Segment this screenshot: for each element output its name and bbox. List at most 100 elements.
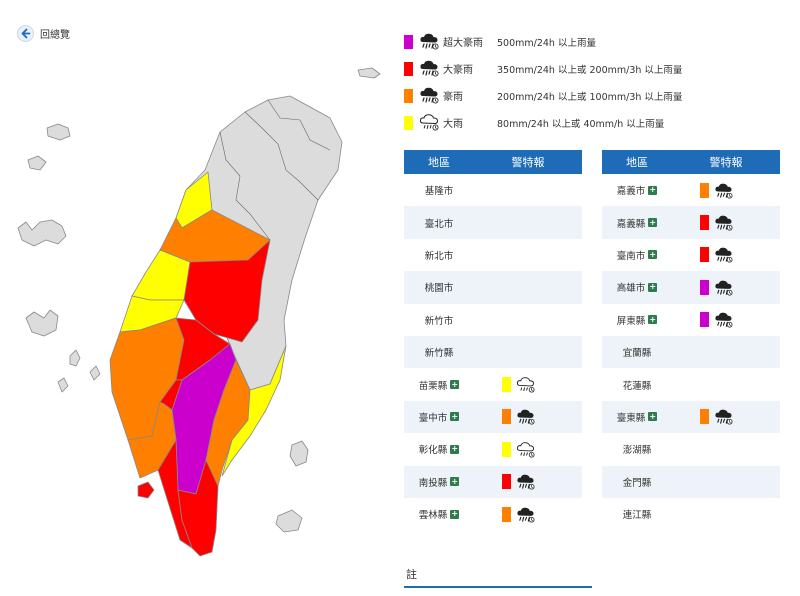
area-cell: 苗栗縣 + <box>404 378 474 392</box>
legend-description: 80mm/24h 以上或 40mm/h 以上雨量 <box>497 118 665 130</box>
map-region-nantou <box>183 239 271 343</box>
area-name: 苗栗縣 <box>418 380 448 392</box>
warning-swatch-extreme_torrential <box>700 312 709 328</box>
expand-plus-icon[interactable]: + <box>648 185 658 195</box>
table-row: 苗栗縣 + <box>404 368 582 400</box>
expand-plus-icon[interactable]: + <box>450 509 460 519</box>
map-region-kaohsiung-coast <box>127 401 177 479</box>
expand-plus-icon[interactable]: + <box>450 444 460 454</box>
area-name: 新竹縣 <box>424 348 454 360</box>
area-name: 屏東縣 <box>616 315 646 327</box>
table-row: 新竹縣 <box>404 335 582 369</box>
expand-plus-icon[interactable]: + <box>450 379 460 390</box>
legend-swatch <box>404 61 413 76</box>
area-name: 嘉義縣 <box>616 218 646 230</box>
expand-plus-icon[interactable]: + <box>648 217 658 228</box>
area-name: 花蓮縣 <box>622 380 652 392</box>
table-row: 臺北市 <box>404 206 582 239</box>
expand-plus-icon[interactable]: + <box>450 411 460 422</box>
table-row: 連江縣 <box>602 498 780 530</box>
area-cell: 花蓮縣 <box>602 378 672 392</box>
table-row: 新北市 <box>404 239 582 271</box>
warning-cell <box>672 408 780 425</box>
expand-plus-icon[interactable]: + <box>450 476 460 487</box>
legend-swatch <box>404 115 413 130</box>
area-cell: 澎湖縣 <box>602 442 672 456</box>
back-label: 回總覽 <box>40 30 70 41</box>
back-arrow-icon <box>17 25 34 42</box>
table-row: 彰化縣 + <box>404 433 582 465</box>
warning-swatch-extremely_heavy <box>502 409 511 425</box>
area-cell: 臺中市 + <box>404 410 474 424</box>
area-cell: 嘉義市 + <box>602 183 672 197</box>
legend-description: 500mm/24h 以上雨量 <box>497 37 596 49</box>
rain-cloud-icon <box>516 441 535 458</box>
map-island-matsu <box>27 123 71 171</box>
table-row: 屏東縣 + <box>602 304 780 336</box>
table-row: 嘉義市 + <box>602 174 780 206</box>
legend-description: 200mm/24h 以上或 100mm/3h 以上雨量 <box>497 91 683 103</box>
legend-swatch <box>404 88 413 103</box>
area-name: 臺北市 <box>424 218 454 230</box>
warning-cell <box>672 214 780 231</box>
column-header-warning: 警特報 <box>511 156 545 169</box>
legend: 超大豪雨 500mm/24h 以上雨量 大豪雨 350mm/24h 以上或 200mm… <box>404 28 784 136</box>
back-to-overview-link[interactable]: 回總覽 <box>17 25 70 42</box>
rain-cloud-icon <box>516 376 535 393</box>
expand-plus-icon[interactable]: + <box>648 411 658 422</box>
table-header: 地區 警特報 <box>602 150 780 174</box>
warning-cell <box>474 441 582 458</box>
table-row: 宜蘭縣 <box>602 335 780 369</box>
legend-name: 豪雨 <box>443 92 463 103</box>
area-cell: 桃園市 <box>404 280 474 294</box>
area-cell: 基隆市 <box>404 183 474 197</box>
area-name: 臺中市 <box>418 412 448 424</box>
legend-name: 超大豪雨 <box>443 38 483 49</box>
heavy-rain-cloud-icon <box>714 279 733 296</box>
heavy-rain-cloud-icon <box>419 32 441 52</box>
table-header: 地區 警特報 <box>404 150 582 174</box>
table-row: 基隆市 <box>404 174 582 206</box>
warning-swatch-heavy <box>502 377 511 393</box>
area-name: 宜蘭縣 <box>622 348 652 360</box>
warning-cell <box>474 473 582 490</box>
heavy-rain-cloud-icon <box>714 246 733 263</box>
table-row: 雲林縣 + <box>404 498 582 530</box>
warning-table-left: 地區 警特報 基隆市 臺北市 新北市 桃園市 新竹市 新竹縣 苗栗縣 + 臺中市 + 彰化縣 + 南投縣… <box>404 150 582 530</box>
legend-swatch <box>404 34 413 49</box>
warning-cell <box>474 506 582 523</box>
area-cell: 宜蘭縣 <box>602 345 672 359</box>
warning-swatch-extremely_heavy <box>700 182 709 198</box>
heavy-rain-cloud-icon <box>516 473 535 490</box>
table-row: 高雄市 + <box>602 271 780 304</box>
table-row: 南投縣 + <box>404 465 582 498</box>
warning-cell <box>672 182 780 199</box>
map-region-taitung <box>205 359 251 487</box>
area-cell: 雲林縣 + <box>404 507 474 521</box>
area-cell: 臺東縣 + <box>602 410 672 424</box>
note-tab[interactable]: 註 <box>404 566 592 588</box>
expand-plus-icon[interactable]: + <box>648 282 658 292</box>
table-row: 臺南市 + <box>602 239 780 271</box>
area-name: 雲林縣 <box>418 510 448 522</box>
table-row: 金門縣 <box>602 465 780 498</box>
heavy-rain-cloud-icon <box>714 182 733 199</box>
warning-swatch-torrential <box>700 247 709 263</box>
area-name: 新北市 <box>424 250 454 262</box>
expand-plus-icon[interactable]: + <box>648 249 658 260</box>
map-island-kinmen <box>17 219 67 247</box>
area-cell: 新竹縣 <box>404 345 474 359</box>
area-cell: 高雄市 + <box>602 280 672 294</box>
area-cell: 嘉義縣 + <box>602 216 672 230</box>
warning-swatch-extremely_heavy <box>700 409 709 425</box>
expand-plus-icon[interactable]: + <box>648 314 658 325</box>
legend-name: 大豪雨 <box>443 65 473 76</box>
warning-swatch-torrential <box>700 215 709 231</box>
heavy-rain-cloud-icon <box>516 408 535 425</box>
area-name: 桃園市 <box>424 283 454 295</box>
taiwan-rain-warning-map <box>17 67 381 557</box>
heavy-rain-cloud-icon <box>419 86 441 106</box>
rain-cloud-icon <box>419 113 441 133</box>
heavy-rain-cloud-icon <box>714 408 733 425</box>
area-name: 新竹市 <box>424 315 454 327</box>
